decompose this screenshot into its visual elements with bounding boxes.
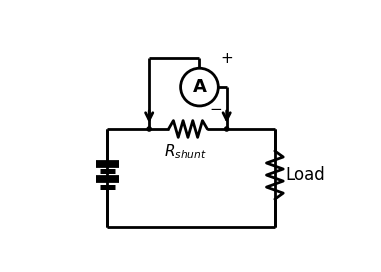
Text: +: +	[220, 51, 233, 66]
Text: −: −	[210, 102, 223, 117]
Text: $R_{shunt}$: $R_{shunt}$	[164, 143, 207, 161]
Text: Load: Load	[285, 166, 325, 184]
Text: A: A	[192, 78, 207, 96]
Circle shape	[147, 127, 151, 131]
Circle shape	[224, 127, 229, 131]
